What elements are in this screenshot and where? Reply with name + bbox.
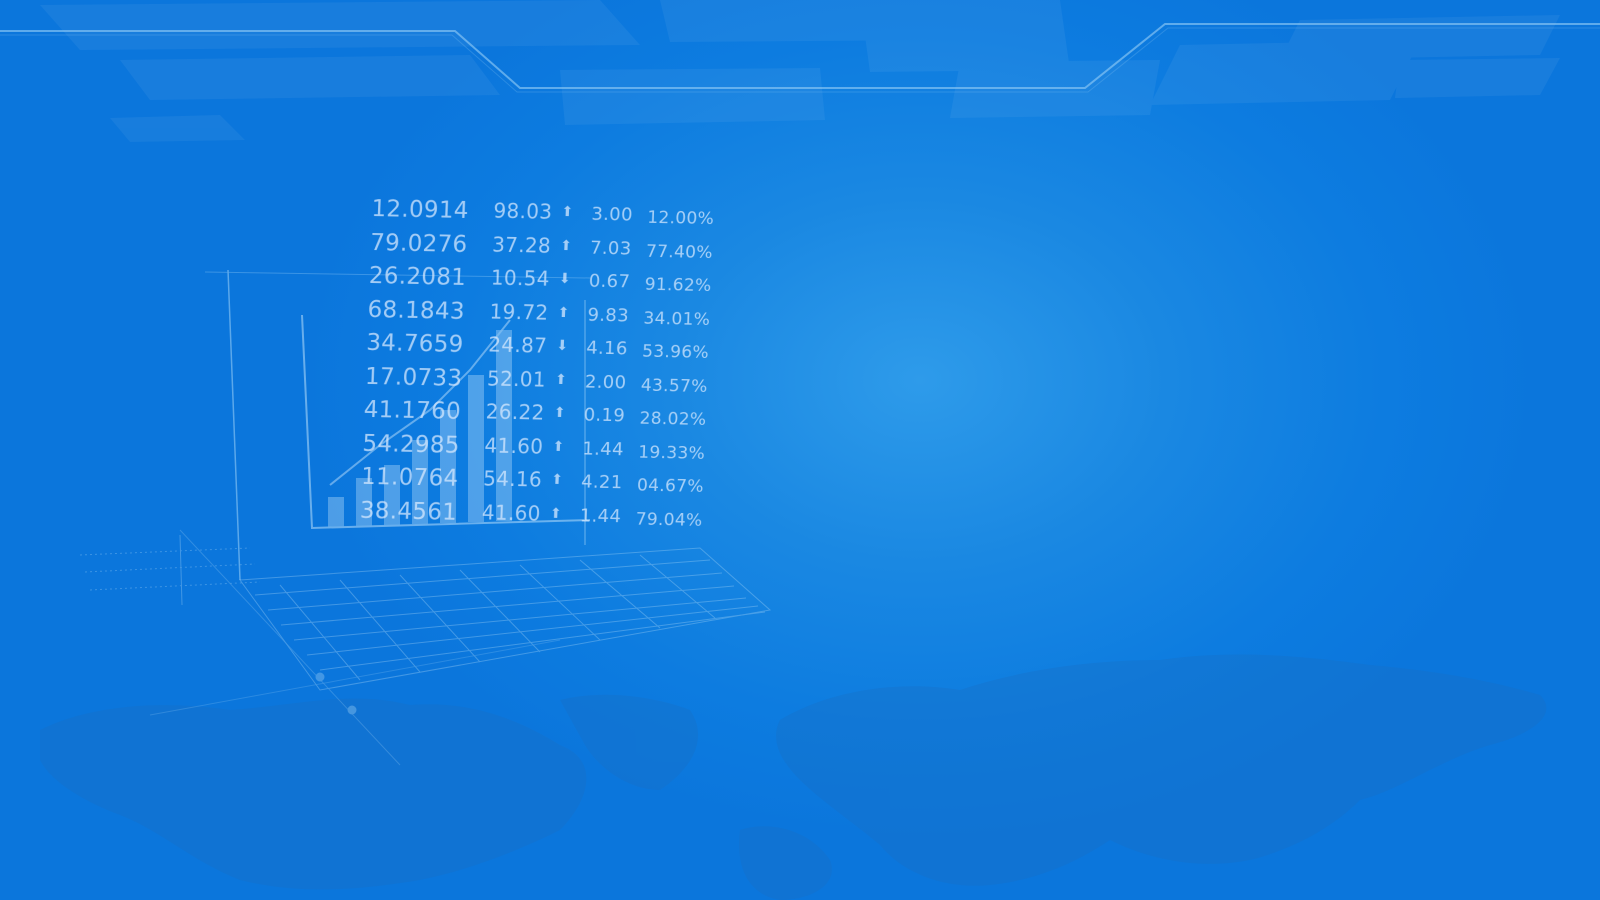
laptop-keyboard-icon [79, 529, 772, 766]
ticker-percent: 77.40% [645, 241, 714, 263]
arrow-down-icon: ⬇ [558, 270, 572, 288]
ticker-change: 1.44 [582, 437, 625, 460]
ticker-price: 12.0914 [371, 196, 470, 225]
arrow-up-icon: ⬆ [559, 237, 573, 254]
ticker-value: 10.54 [490, 265, 551, 291]
ticker-price: 41.1760 [363, 396, 462, 425]
ticker-change: 2.00 [584, 370, 627, 393]
ticker-percent: 53.96% [641, 341, 710, 364]
ticker-percent: 43.57% [640, 375, 708, 397]
ticker-percent: 34.01% [643, 308, 711, 330]
ticker-value: 26.22 [485, 399, 546, 425]
ticker-change: 0.67 [588, 270, 631, 293]
ticker-percent: 12.00% [646, 207, 715, 230]
arrow-up-icon: ⬆ [550, 471, 564, 489]
ticker-price: 79.0276 [369, 229, 468, 258]
ticker-price: 26.2081 [368, 262, 467, 291]
arrow-up-icon: ⬆ [553, 404, 567, 422]
arrow-up-icon: ⬆ [557, 304, 571, 321]
ticker-value: 41.60 [481, 499, 542, 526]
stock-ticker-table: 12.0914 98.03 ⬆ 3.00 12.00% 79.0276 37.2… [359, 196, 732, 538]
ticker-value: 24.87 [487, 332, 548, 358]
world-map-icon [40, 654, 1547, 900]
ticker-percent: 79.04% [635, 509, 703, 531]
ticker-percent: 04.67% [636, 475, 705, 497]
ticker-price: 11.0764 [360, 463, 459, 492]
ticker-change: 3.00 [591, 203, 634, 226]
arrow-up-icon: ⬆ [554, 371, 568, 388]
ticker-percent: 91.62% [644, 274, 712, 297]
ticker-value: 54.16 [482, 466, 543, 492]
ticker-change: 4.21 [580, 471, 623, 494]
ticker-value: 37.28 [491, 232, 552, 258]
ticker-percent: 19.33% [637, 442, 706, 464]
ticker-value: 19.72 [489, 298, 549, 325]
ticker-price: 17.0733 [364, 363, 463, 392]
ticker-price: 54.2985 [361, 430, 461, 459]
arrow-up-icon: ⬆ [561, 203, 574, 221]
ticker-price: 34.7659 [365, 329, 465, 358]
ticker-percent: 28.02% [639, 408, 707, 431]
ticker-price: 38.4561 [359, 497, 458, 526]
ticker-change: 9.83 [587, 304, 630, 326]
ticker-value: 41.60 [484, 432, 544, 459]
arrow-down-icon: ⬇ [556, 337, 569, 355]
ticker-change: 0.19 [583, 404, 626, 427]
ticker-price: 68.1843 [367, 296, 466, 325]
ticker-change: 7.03 [589, 237, 632, 259]
arrow-up-icon: ⬆ [549, 505, 563, 522]
arrow-up-icon: ⬆ [552, 438, 565, 455]
bar-chart-icon [204, 269, 591, 581]
ticker-value: 98.03 [493, 198, 553, 224]
ticker-value: 52.01 [486, 365, 547, 392]
ticker-change: 4.16 [585, 337, 629, 360]
ticker-change: 1.44 [579, 504, 622, 527]
